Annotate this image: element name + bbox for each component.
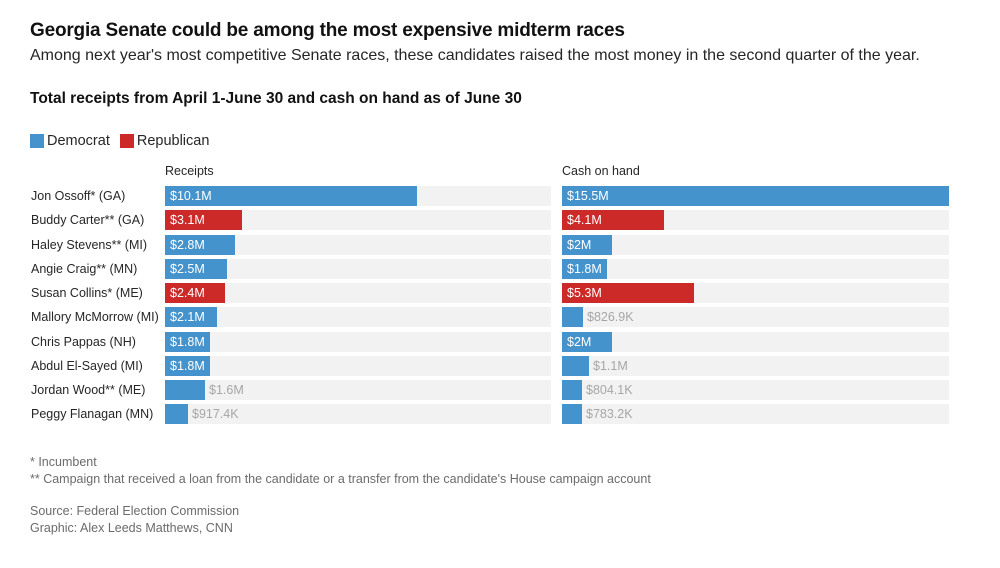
bar-track-receipts: $1.8M [165,332,551,352]
bar-receipts-susan-collins-me [165,283,225,303]
bar-track-cash: $804.1K [562,380,949,400]
row-label-chris-pappas-nh: Chris Pappas (NH) [31,335,136,349]
bar-track-cash: $783.2K [562,404,949,424]
legend-item-republican: Republican [119,133,210,149]
bar-cash-mallory-mcmorrow-mi [562,307,583,327]
value-label-receipts: $3.1M [170,213,205,227]
row-label-abdul-el-sayed-mi: Abdul El-Sayed (MI) [31,359,143,373]
value-label-receipts: $2.4M [170,286,205,300]
legend: Democrat Republican [30,133,219,149]
row-label-peggy-flanagan-mn: Peggy Flanagan (MN) [31,407,154,421]
row-label-jon-ossoff-ga: Jon Ossoff* (GA) [31,189,126,203]
bar-track-receipts: $10.1M [165,186,551,206]
bar-track-cash: $5.3M [562,283,949,303]
bar-receipts-haley-stevens-mi [165,235,235,255]
bar-track-cash: $15.5M [562,186,949,206]
bar-track-cash: $826.9K [562,307,949,327]
bar-receipts-angie-craig-mn [165,259,227,279]
bar-cash-abdul-el-sayed-mi [562,356,589,376]
legend-swatch-republican [119,134,134,148]
bar-track-receipts: $3.1M [165,210,551,230]
bar-cash-haley-stevens-mi [562,235,612,255]
legend-label-democrat: Democrat [47,133,110,149]
bar-receipts-abdul-el-sayed-mi [165,356,210,376]
value-label-receipts: $1.6M [209,383,244,397]
bar-cash-susan-collins-me [562,283,694,303]
chart-subtitle: Among next year's most competitive Senat… [30,47,920,64]
value-label-cash: $4.1M [567,213,602,227]
bar-track-receipts: $917.4K [165,404,551,424]
legend-swatch-democrat [30,134,44,148]
chart-heading: Total receipts from April 1-June 30 and … [30,90,522,107]
panel-title-receipts: Receipts [165,164,214,178]
bar-receipts-mallory-mcmorrow-mi [165,307,217,327]
value-label-receipts: $1.8M [170,335,205,349]
value-label-receipts: $1.8M [170,359,205,373]
bar-cash-jordan-wood-me [562,380,582,400]
value-label-cash: $826.9K [587,310,634,324]
bar-track-cash: $2M [562,235,949,255]
value-label-cash: $783.2K [586,407,633,421]
legend-label-republican: Republican [136,133,210,149]
bar-cash-jon-ossoff-ga [562,186,949,206]
bar-track-cash: $1.1M [562,356,949,376]
credit-note: Graphic: Alex Leeds Matthews, CNN [30,521,233,535]
row-label-buddy-carter-ga: Buddy Carter** (GA) [31,213,145,227]
bar-track-receipts: $1.6M [165,380,551,400]
legend-item-democrat: Democrat [30,133,110,149]
value-label-cash: $1.1M [593,359,628,373]
row-label-mallory-mcmorrow-mi: Mallory McMorrow (MI) [31,310,159,324]
value-label-cash: $15.5M [567,189,609,203]
value-label-receipts: $2.5M [170,262,205,276]
bar-cash-angie-craig-mn [562,259,607,279]
bar-receipts-buddy-carter-ga [165,210,242,230]
footnote-loan: ** Campaign that received a loan from th… [30,472,651,486]
chart-title: Georgia Senate could be among the most e… [30,20,625,41]
bar-receipts-jon-ossoff-ga [165,186,417,206]
value-label-receipts: $917.4K [192,407,239,421]
bar-track-receipts: $2.1M [165,307,551,327]
value-label-cash: $2M [567,238,592,252]
panel-title-cash: Cash on hand [562,164,640,178]
bar-cash-buddy-carter-ga [562,210,664,230]
bar-track-receipts: $2.4M [165,283,551,303]
bar-receipts-chris-pappas-nh [165,332,210,352]
row-label-angie-craig-mn: Angie Craig** (MN) [31,262,138,276]
bar-receipts-jordan-wood-me [165,380,205,400]
value-label-cash: $1.8M [567,262,602,276]
bar-cash-chris-pappas-nh [562,332,612,352]
value-label-receipts: $2.8M [170,238,205,252]
bar-cash-peggy-flanagan-mn [562,404,582,424]
bar-track-receipts: $2.8M [165,235,551,255]
footnote-incumbent: * Incumbent [30,455,97,469]
row-label-haley-stevens-mi: Haley Stevens** (MI) [31,238,148,252]
row-label-susan-collins-me: Susan Collins* (ME) [31,286,143,300]
source-note: Source: Federal Election Commission [30,504,240,518]
value-label-cash: $2M [567,335,592,349]
value-label-cash: $804.1K [586,383,633,397]
bar-receipts-peggy-flanagan-mn [165,404,188,424]
row-label-jordan-wood-me: Jordan Wood** (ME) [31,383,146,397]
bar-track-receipts: $1.8M [165,356,551,376]
value-label-receipts: $2.1M [170,310,205,324]
bar-track-cash: $4.1M [562,210,949,230]
value-label-receipts: $10.1M [170,189,212,203]
value-label-cash: $5.3M [567,286,602,300]
bar-track-cash: $1.8M [562,259,949,279]
bar-track-cash: $2M [562,332,949,352]
bar-track-receipts: $2.5M [165,259,551,279]
